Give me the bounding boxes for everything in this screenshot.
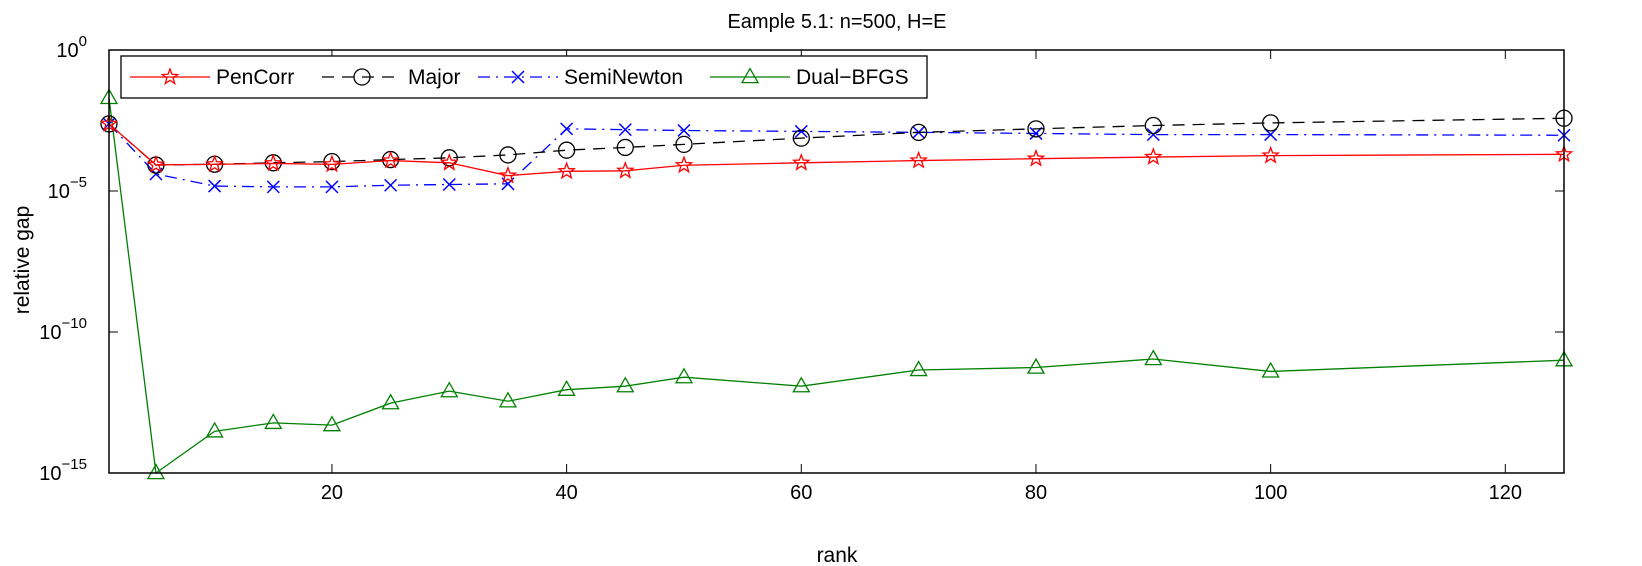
y-tick-label-1: 10−5 (48, 174, 87, 203)
plot-area (99, 88, 1574, 480)
y-tick-exponent: −15 (62, 456, 87, 473)
data-point (618, 123, 632, 137)
data-point (792, 376, 811, 393)
series-line (108, 123, 1565, 177)
data-point (440, 381, 459, 398)
legend-label: SemiNewton (564, 66, 683, 89)
data-point (674, 155, 694, 174)
data-point (909, 150, 929, 169)
data-point (557, 141, 576, 159)
data-point (439, 152, 459, 171)
data-point (1144, 116, 1162, 135)
data-point (498, 165, 518, 184)
series-seminewton (102, 117, 1571, 194)
data-point (322, 154, 342, 173)
data-point (794, 124, 808, 138)
data-point (1264, 128, 1278, 142)
data-point (674, 367, 694, 384)
data-point (1262, 114, 1280, 132)
y-tick-label-3: 10−15 (39, 456, 87, 485)
plot-frame (108, 49, 1565, 474)
y-tick-exponent: −10 (62, 315, 87, 332)
y-tick-label-2: 10−10 (39, 315, 87, 344)
data-point (557, 161, 576, 180)
data-point (263, 153, 283, 172)
legend-label: Major (408, 66, 461, 89)
y-tick-exponent: 0 (79, 33, 87, 50)
data-point (442, 177, 456, 192)
data-point (384, 178, 398, 192)
y-tick-base: 10 (39, 463, 61, 485)
data-point (909, 360, 928, 377)
data-point (1143, 147, 1163, 166)
legend: PenCorr Major SemiNewton Dual−BFGS (120, 55, 928, 99)
data-point (146, 154, 166, 173)
legend-marker (353, 68, 371, 86)
data-point (1026, 148, 1046, 167)
data-point (1146, 128, 1160, 142)
data-point (205, 154, 224, 173)
y-axis-title: relative gap (11, 206, 34, 315)
data-point (675, 135, 693, 154)
data-point (381, 150, 400, 169)
legend-marker (511, 70, 525, 84)
x-tick-label-120: 120 (1489, 482, 1522, 504)
data-point (1029, 126, 1043, 140)
data-point (791, 152, 811, 171)
x-tick-label-100: 100 (1254, 482, 1287, 504)
data-point (146, 463, 166, 480)
legend-label: Dual−BFGS (796, 66, 909, 89)
data-point (909, 123, 928, 142)
data-point (499, 146, 517, 164)
chart-title: Eample 5.1: n=500, H=E (727, 11, 946, 33)
x-tick-label-40: 40 (555, 482, 577, 504)
legend-entry-seminewton: SemiNewton (478, 66, 683, 89)
x-axis-title: rank (817, 544, 858, 566)
series-dual-bfgs (99, 88, 1574, 480)
legend-marker (740, 67, 760, 84)
y-tick-base: 10 (48, 181, 70, 203)
x-tick-label-60: 60 (790, 482, 812, 504)
x-tick-label-80: 80 (1025, 482, 1047, 504)
y-tick-label-0: 100 (56, 33, 87, 62)
data-point (208, 179, 222, 193)
data-point (557, 379, 576, 396)
data-point (792, 129, 810, 147)
data-point (1261, 361, 1280, 378)
y-tick-exponent: −5 (70, 174, 87, 191)
data-point (1027, 120, 1045, 138)
data-point (616, 376, 635, 393)
data-point (381, 393, 400, 410)
series-line (108, 97, 1565, 475)
legend-label: PenCorr (216, 66, 294, 89)
y-tick-base: 10 (56, 40, 78, 62)
data-point (266, 180, 280, 194)
legend-entry-dual-bfgs: Dual−BFGS (710, 66, 909, 89)
legend-marker (160, 67, 180, 85)
series-line (108, 117, 1565, 166)
data-point (498, 391, 518, 408)
data-point (1026, 357, 1046, 374)
data-point (322, 415, 342, 432)
data-point (616, 138, 634, 157)
data-point (677, 123, 691, 138)
legend-entry-major: Major (322, 66, 461, 89)
legend-entry-pencorr: PenCorr (130, 66, 294, 89)
data-point (615, 160, 635, 179)
data-point (560, 122, 574, 136)
data-point (325, 180, 339, 194)
data-point (1144, 349, 1163, 366)
series-pencorr (99, 114, 1574, 184)
data-point (264, 413, 283, 430)
data-point (1261, 145, 1281, 164)
x-tick-label-20: 20 (321, 482, 343, 504)
data-point (205, 421, 224, 438)
y-tick-base: 10 (39, 322, 61, 344)
